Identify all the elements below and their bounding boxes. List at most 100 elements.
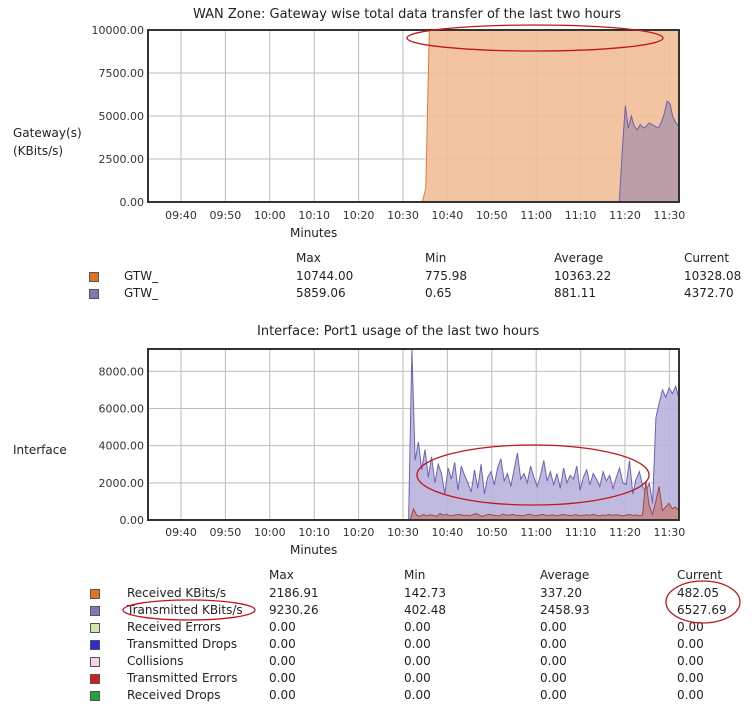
legend-max: 10744.00 — [296, 269, 354, 283]
x-tick-label: 11:30 — [654, 209, 686, 222]
x-tick-label: 10:20 — [343, 526, 375, 539]
legend-min: 0.00 — [404, 637, 431, 651]
chart2-xlabel: Minutes — [290, 543, 338, 557]
legend-current: 6527.69 — [677, 603, 727, 617]
x-tick-label: 10:10 — [298, 209, 330, 222]
legend-swatch-icon — [90, 589, 100, 599]
x-tick-label: 10:00 — [254, 209, 286, 222]
legend-header-min: Min — [404, 568, 426, 582]
legend-row: GTW_ 5859.06 0.65 881.11 4372.70 — [0, 285, 753, 302]
legend-label: GTW_ — [124, 269, 159, 283]
legend-row: GTW_ 10744.00 775.98 10363.22 10328.08 — [0, 268, 753, 285]
y-tick-label: 10000.00 — [92, 24, 145, 37]
legend-row: Transmitted KBits/s 9230.26 402.48 2458.93 6… — [0, 602, 753, 619]
legend-label: Transmitted Drops — [127, 637, 238, 651]
x-tick-label: 11:10 — [565, 526, 597, 539]
annotation-ellipse — [406, 24, 664, 52]
legend-swatch-icon — [90, 657, 100, 667]
legend-current: 482.05 — [677, 586, 719, 600]
legend-label: Collisions — [127, 654, 184, 668]
annotation-ellipse — [416, 444, 650, 506]
legend-header-current: Current — [677, 568, 723, 582]
chart1-xlabel: Minutes — [290, 226, 338, 240]
y-tick-label: 6000.00 — [99, 402, 145, 415]
x-tick-label: 11:00 — [520, 526, 552, 539]
x-tick-label: 10:30 — [387, 209, 419, 222]
plot-frame — [147, 29, 680, 203]
legend-min: 0.00 — [404, 688, 431, 702]
legend-header-max: Max — [296, 251, 321, 265]
legend-max: 0.00 — [269, 671, 296, 685]
legend-min: 0.00 — [404, 654, 431, 668]
y-tick-label: 5000.00 — [99, 110, 145, 123]
legend-average: 10363.22 — [554, 269, 612, 283]
chart2-ylabel: Interface — [13, 443, 67, 457]
legend-label: Received Errors — [127, 620, 221, 634]
legend-current: 0.00 — [677, 671, 704, 685]
legend-header-max: Max — [269, 568, 294, 582]
legend-current: 0.00 — [677, 688, 704, 702]
legend-header-average: Average — [540, 568, 590, 582]
legend-min: 775.98 — [425, 269, 467, 283]
x-tick-label: 10:50 — [476, 526, 508, 539]
legend-label: Received KBits/s — [127, 586, 227, 600]
legend-swatch-icon — [90, 606, 100, 616]
legend-average: 0.00 — [540, 654, 567, 668]
legend-average: 337.20 — [540, 586, 582, 600]
legend-min: 402.48 — [404, 603, 446, 617]
y-tick-label: 2000.00 — [99, 477, 145, 490]
legend-average: 0.00 — [540, 637, 567, 651]
legend-max: 0.00 — [269, 688, 296, 702]
legend-current: 0.00 — [677, 654, 704, 668]
legend-swatch-icon — [89, 272, 99, 282]
legend-swatch-icon — [90, 691, 100, 701]
legend-current: 0.00 — [677, 637, 704, 651]
y-tick-label: 0.00 — [120, 196, 145, 209]
legend-max: 9230.26 — [269, 603, 319, 617]
legend-current: 0.00 — [677, 620, 704, 634]
legend-label: GTW_ — [124, 286, 159, 300]
legend-average: 0.00 — [540, 671, 567, 685]
x-tick-label: 09:40 — [165, 209, 197, 222]
legend-min: 0.00 — [404, 620, 431, 634]
chart1-ylabel-line2: (KBits/s) — [13, 144, 64, 158]
legend-header-min: Min — [425, 251, 447, 265]
legend-swatch-icon — [90, 640, 100, 650]
x-tick-label: 10:50 — [476, 209, 508, 222]
x-tick-label: 10:10 — [298, 526, 330, 539]
legend-average: 881.11 — [554, 286, 596, 300]
series-area — [148, 481, 679, 520]
legend-label: Transmitted Errors — [127, 671, 238, 685]
chart2-legend: Max Min Average Current Received KBits/s 2186… — [0, 568, 753, 708]
chart1-ylabel-line1: Gateway(s) — [13, 126, 82, 140]
legend-min: 142.73 — [404, 586, 446, 600]
legend-swatch-icon — [89, 289, 99, 299]
x-tick-label: 10:40 — [432, 526, 464, 539]
legend-max: 0.00 — [269, 654, 296, 668]
chart2-title: Interface: Port1 usage of the last two h… — [257, 324, 540, 339]
x-tick-label: 10:00 — [254, 526, 286, 539]
legend-average: 2458.93 — [540, 603, 590, 617]
chart1-title: WAN Zone: Gateway wise total data transf… — [193, 7, 622, 22]
y-tick-label: 4000.00 — [99, 440, 145, 453]
legend-label: Received Drops — [127, 688, 221, 702]
y-tick-label: 0.00 — [120, 514, 145, 527]
x-tick-label: 10:40 — [432, 209, 464, 222]
y-tick-label: 2500.00 — [99, 153, 145, 166]
legend-swatch-icon — [90, 623, 100, 633]
legend-row: Received Errors 0.00 0.00 0.00 0.00 — [0, 619, 753, 636]
chart1-plot: 10000.00 7500.00 5000.00 2500.00 0.00 09:40 09… — [92, 24, 686, 222]
legend-max: 0.00 — [269, 620, 296, 634]
legend-swatch-icon — [90, 674, 100, 684]
x-tick-label: 11:30 — [654, 526, 686, 539]
legend-current: 10328.08 — [684, 269, 742, 283]
legend-min: 0.65 — [425, 286, 452, 300]
y-tick-label: 7500.00 — [99, 67, 145, 80]
plot-frame — [147, 348, 680, 521]
x-tick-label: 09:50 — [210, 526, 242, 539]
chart1-ylabel: Gateway(s) (KBits/s) — [13, 124, 82, 160]
x-tick-label: 09:50 — [210, 209, 242, 222]
legend-label: Transmitted KBits/s — [127, 603, 243, 617]
chart1-legend: Max Min Average Current GTW_ 10744.00 775.98 10… — [0, 251, 753, 303]
legend-max: 5859.06 — [296, 286, 346, 300]
